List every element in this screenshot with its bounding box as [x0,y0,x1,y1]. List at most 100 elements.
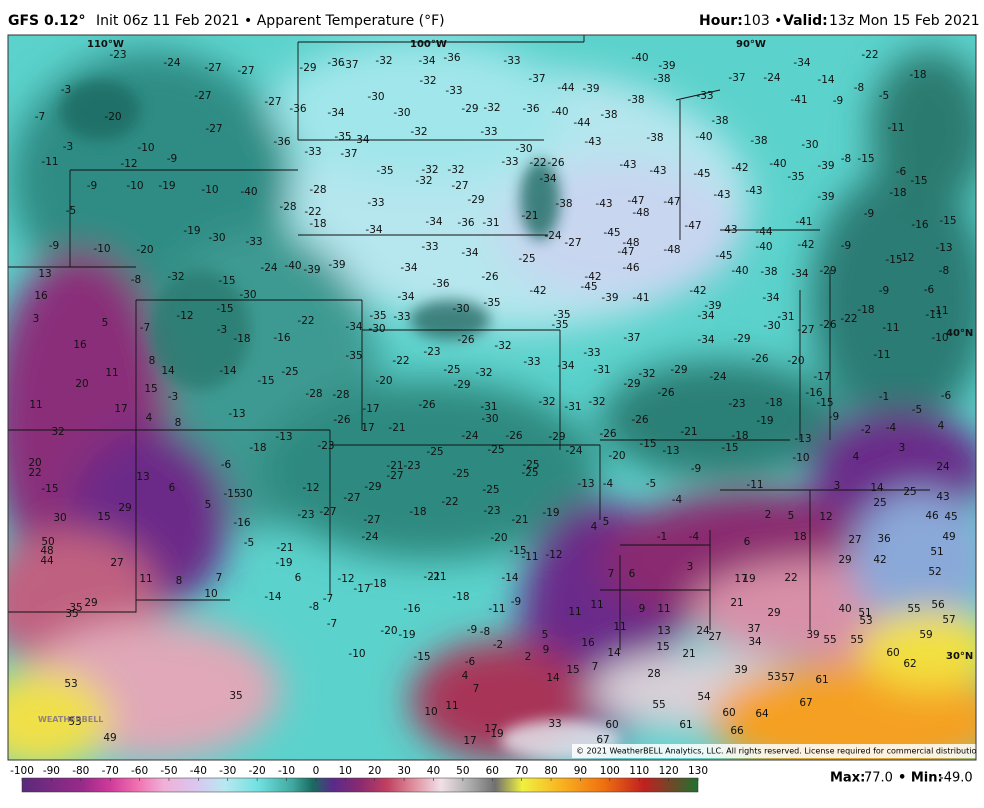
copyright-box [572,744,976,758]
temperature-value: -35 [787,171,804,183]
temperature-value: -36 [457,217,474,229]
temperature-value: -9 [49,240,59,252]
temperature-value: -30 [515,143,532,155]
temperature-value: -46 [622,262,639,274]
temperature-value: 4 [146,412,153,424]
temperature-value: 57 [942,614,955,626]
temperature-value: -23 [423,346,440,358]
temperature-value: -13 [577,478,594,490]
temperature-value: -14 [501,572,518,584]
min-value: -49.0 [939,771,973,786]
temperature-value: -25 [521,467,538,479]
temperature-value: -34 [365,224,382,236]
temperature-value: -38 [627,94,644,106]
temperature-value: -31 [482,217,499,229]
temperature-value: -4 [689,531,700,543]
temperature-value: -39 [303,264,320,276]
temperature-value: -41 [632,292,649,304]
temperature-value: 5 [603,516,610,528]
temperature-value: -35 [345,350,362,362]
temperature-value: -25 [487,444,504,456]
header: GFS 0.12° Init 06z 11 Feb 2021 • Apparen… [8,13,980,29]
temperature-value: -43 [649,165,666,177]
temperature-value: 57 [781,672,794,684]
temperature-value: -20 [787,355,804,367]
color-bar-tick-label: -10 [278,765,295,777]
temperature-value: -33 [480,126,497,138]
temperature-value: -33 [421,241,438,253]
temperature-value: 15 [656,641,669,653]
temperature-value: -43 [745,185,762,197]
temperature-value: -16 [403,603,420,615]
temperature-value: -36 [432,278,449,290]
temperature-value: -27 [343,492,360,504]
temperature-value: -28 [279,201,296,213]
temperature-value: -26 [333,414,350,426]
temperature-value: -16 [805,387,822,399]
temperature-value: -27 [204,62,221,74]
temperature-value: -42 [797,239,814,251]
temperature-value: -5 [879,90,889,102]
temperature-value: -19 [398,629,415,641]
temperature-value: -44 [557,82,574,94]
temperature-value: -20 [104,111,121,123]
temperature-value: -27 [363,514,380,526]
temperature-value: -22 [861,49,878,61]
temperature-value: -37 [623,332,640,344]
temperature-value: -8 [309,601,319,613]
temperature-value: -39 [582,83,599,95]
temperature-value: -8 [841,153,851,165]
temperature-value: -24 [361,531,378,543]
temperature-value: -23 [317,440,334,452]
temperature-value: -15 [257,375,274,387]
temperature-value: -10 [201,184,218,196]
temperature-value: -32 [167,271,184,283]
header-title: Init 06z 11 Feb 2021 • Apparent Temperat… [96,13,445,29]
temperature-value: -32 [475,367,492,379]
temperature-value: -34 [397,291,414,303]
temperature-value: -45 [715,250,732,262]
temperature-value: 60 [722,707,735,719]
temperature-value: -26 [819,319,836,331]
temperature-value: -19 [542,507,559,519]
temperature-value: -18 [452,591,469,603]
temperature-value: -11 [41,156,58,168]
temperature-value: 14 [870,482,884,494]
temperature-value: -40 [631,52,648,64]
temperature-value: -9 [691,463,701,475]
temperature-value: -22 [297,315,314,327]
temperature-value: -9 [833,95,843,107]
temperature-value: 7 [216,572,223,584]
temperature-value: -9 [864,208,874,220]
temperature-value: -26 [751,353,768,365]
temperature-value: -19 [756,415,773,427]
temperature-value: 11 [590,599,603,611]
temperature-value: -21 [511,514,528,526]
temperature-value: 2 [525,651,532,663]
temperature-value: 27 [708,631,721,643]
temperature-value: 2 [765,509,772,521]
temperature-value: -27 [194,90,211,102]
temperature-value: 61 [815,674,828,686]
temperature-value: 36 [877,533,891,545]
temperature-value: -29 [623,378,640,390]
color-bar-scale [21,777,699,793]
temperature-value: 40 [838,603,851,615]
temperature-value: 3 [834,480,841,492]
temperature-value: -38 [653,73,670,85]
temperature-value: -19 [158,180,175,192]
temperature-value: -9 [511,596,521,608]
temperature-value: -32 [415,175,432,187]
temperature-value: -33 [501,156,518,168]
longitude-label: 100°W [410,39,447,50]
temperature-value: 3 [33,313,40,325]
temperature-value: -25 [443,364,460,376]
temperature-value: -16 [233,517,250,529]
temperature-value: 16 [73,339,87,351]
color-bar-tick-label: 30 [397,765,410,777]
temperature-value: -30 [367,91,384,103]
temperature-value: -30 [208,232,225,244]
temperature-value: -21 [423,571,440,583]
temperature-value: -13 [662,445,679,457]
temperature-value: -42 [731,162,748,174]
